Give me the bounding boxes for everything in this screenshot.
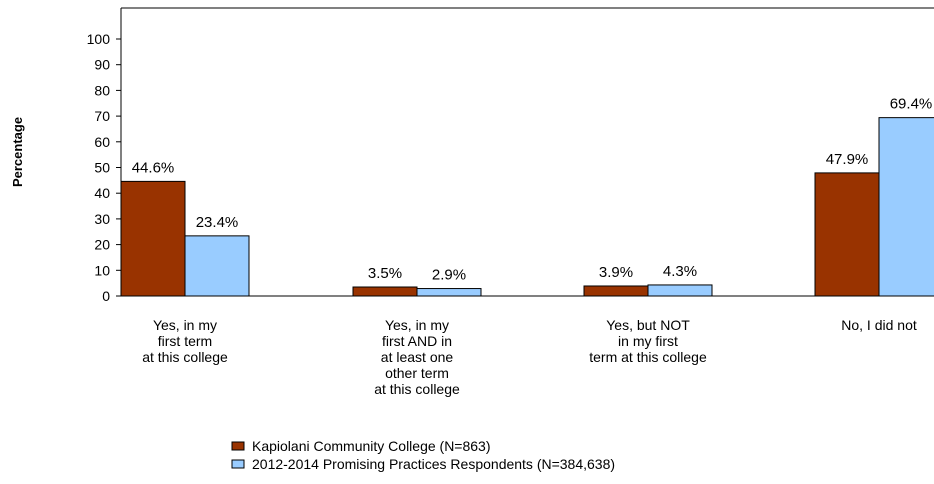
y-tick-label: 0 — [102, 288, 110, 304]
y-tick-label: 40 — [94, 185, 110, 201]
bar-series-2-category-1 — [184, 235, 250, 297]
legend-swatch-series-2 — [231, 459, 245, 469]
y-tick-label: 90 — [94, 57, 110, 73]
bar-series-2-category-4 — [878, 117, 934, 297]
y-tick-label: 10 — [94, 262, 110, 278]
data-label-series-2-category-1: 23.4% — [196, 214, 239, 231]
bar-series-2-category-3 — [647, 284, 713, 297]
category-labels: Yes, in my first term at this college Yes, … — [142, 317, 917, 397]
y-axis: 0 10 20 30 40 50 60 70 80 90 100 — [87, 31, 121, 304]
category-label-2: Yes, in my first AND in at least one other … — [374, 317, 460, 397]
y-tick-label: 70 — [94, 108, 110, 124]
y-tick-label: 20 — [94, 237, 110, 253]
legend: Kapiolani Community College (N=863) 2012-… — [231, 438, 615, 472]
y-axis-label: Percentage — [10, 117, 25, 187]
data-label-series-2-category-2: 2.9% — [432, 267, 466, 284]
y-tick-label: 60 — [94, 134, 110, 150]
category-label-1: Yes, in my first term at this college — [142, 317, 228, 365]
data-label-series-1-category-3: 3.9% — [599, 264, 633, 281]
legend-label-series-1: Kapiolani Community College (N=863) — [252, 438, 491, 454]
data-label-series-1-category-4: 47.9% — [826, 151, 869, 168]
bar-series-2-category-2 — [416, 288, 482, 297]
data-label-series-1-category-1: 44.6% — [132, 159, 175, 176]
bar-series-1-category-4 — [814, 172, 880, 297]
category-label-4: No, I did not — [841, 317, 917, 333]
bar-series-1-category-1 — [120, 180, 186, 297]
data-label-series-1-category-2: 3.5% — [368, 265, 402, 282]
category-label-3: Yes, but NOT in my first term at this coll… — [589, 317, 707, 365]
data-label-series-2-category-3: 4.3% — [663, 263, 697, 280]
data-label-series-2-category-4: 69.4% — [890, 96, 933, 113]
legend-label-series-2: 2012-2014 Promising Practices Respondent… — [252, 456, 615, 472]
bar-series-1-category-2 — [352, 286, 418, 297]
y-tick-label: 50 — [94, 160, 110, 176]
data-labels: 44.6% 3.5% 3.9% 47.9% 23.4% 2.9% 4.3% 69.4% — [132, 96, 933, 284]
y-tick-label: 100 — [87, 31, 111, 47]
bars — [120, 117, 934, 297]
bar-series-1-category-3 — [583, 285, 649, 297]
y-tick-label: 30 — [94, 211, 110, 227]
legend-swatch-series-1 — [231, 441, 245, 451]
y-tick-label: 80 — [94, 82, 110, 98]
